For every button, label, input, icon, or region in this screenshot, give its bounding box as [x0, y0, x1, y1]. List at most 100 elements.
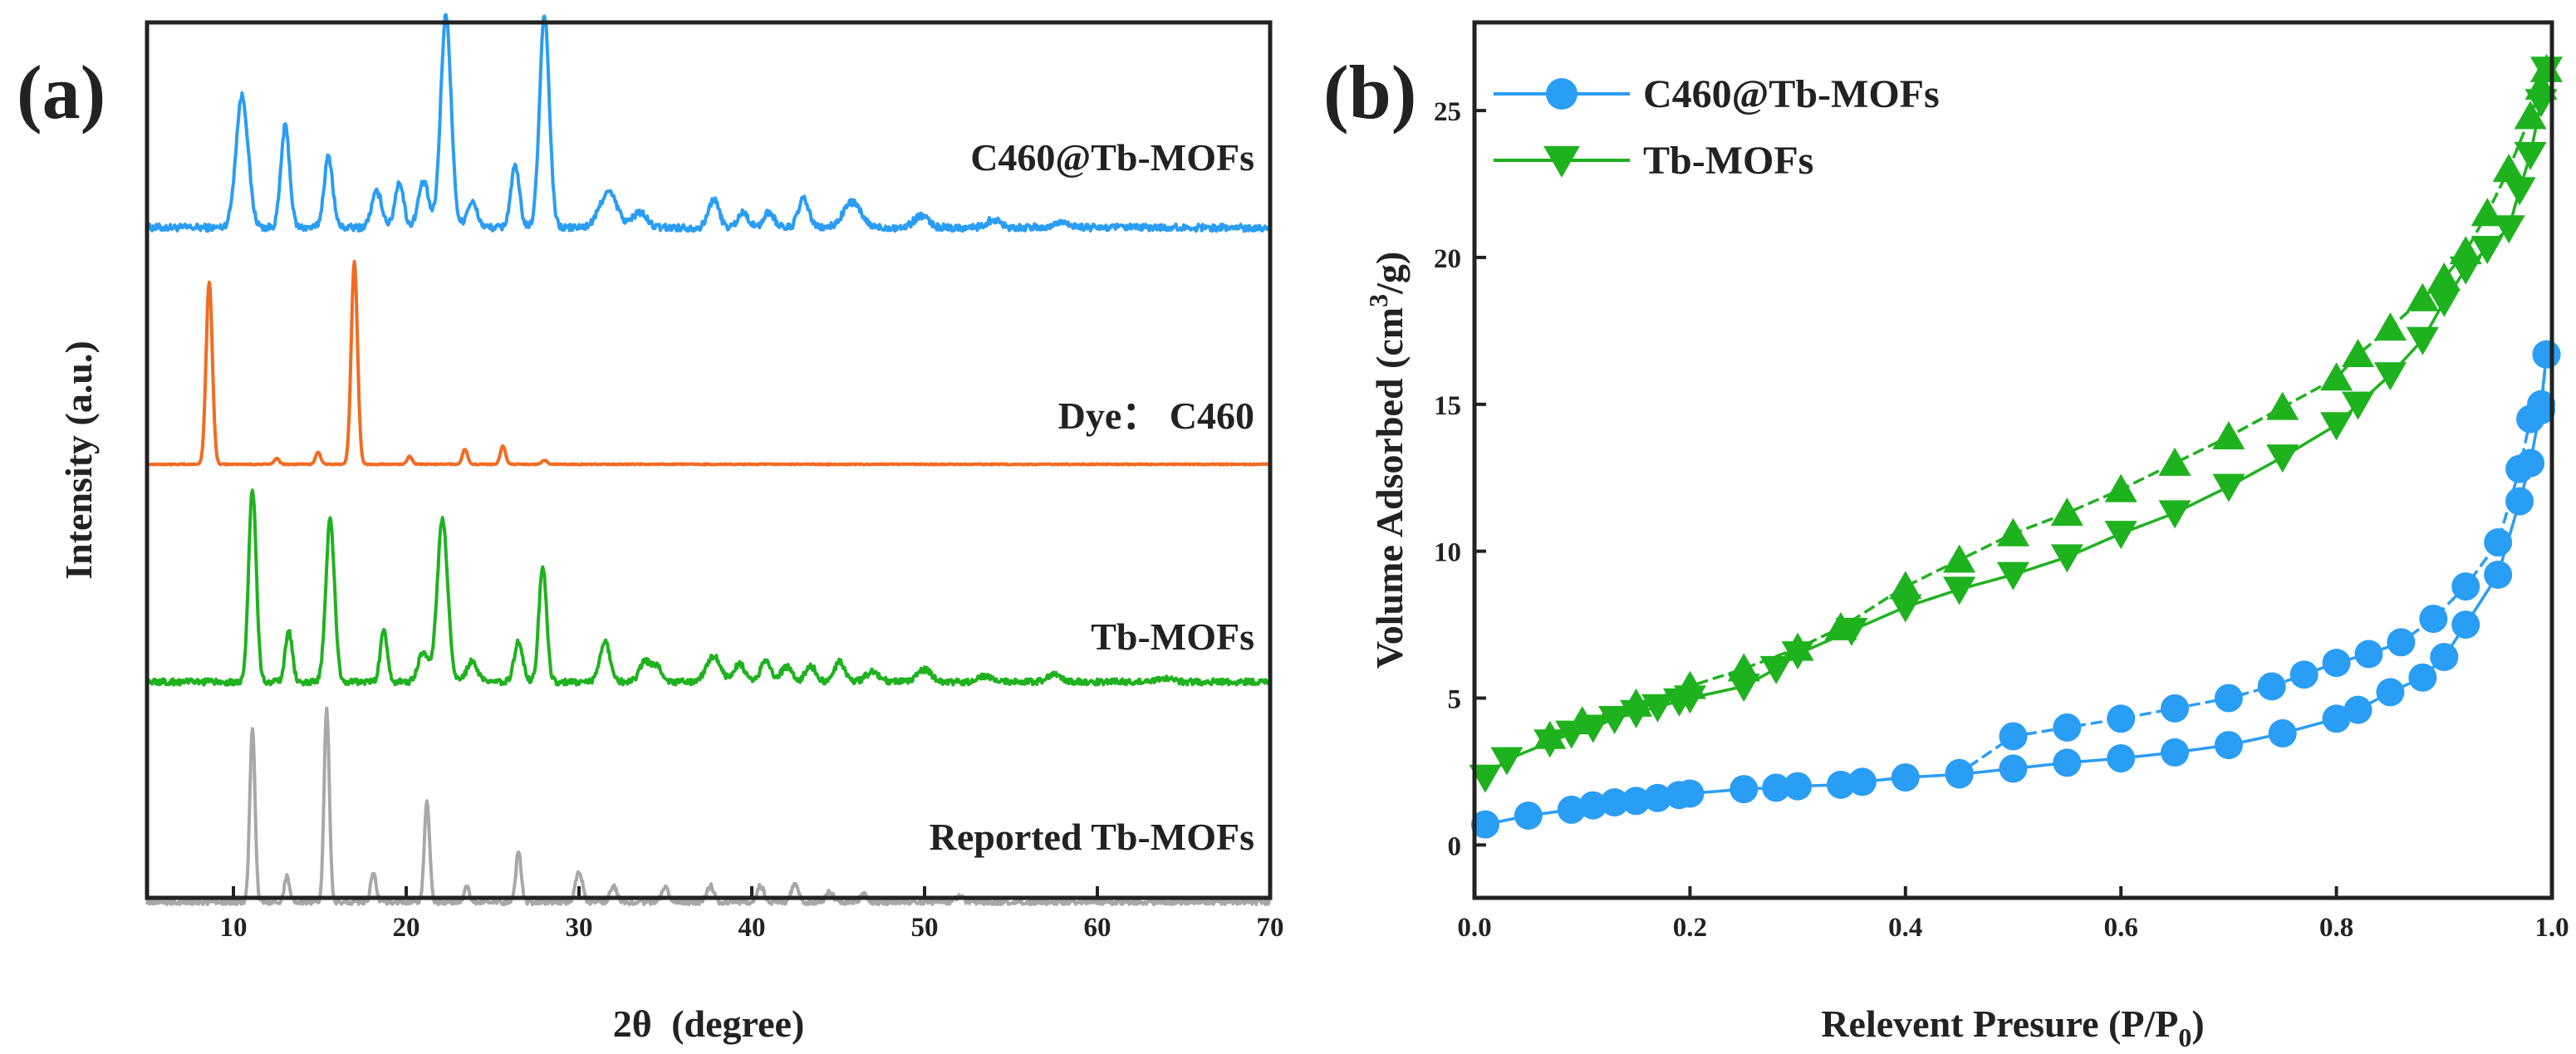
data-point-c460-tb-mofs-adsorption: [2161, 738, 2190, 767]
panel-a-xrd-chart: (a) C460@Tb-MOFs Dye： C460 Tb-MOFs Reported…: [17, 12, 1284, 1045]
data-point-tb-mofs-desorption: [2514, 100, 2547, 130]
x-tick-label: 70: [1257, 913, 1284, 943]
data-point-c460-tb-mofs-adsorption: [2107, 743, 2136, 772]
data-point-tb-mofs-adsorption: [2320, 412, 2353, 441]
panel-b-y-axis-end: /g): [1368, 252, 1411, 295]
data-point-tb-mofs-desorption: [2373, 312, 2407, 341]
panel-a-y-axis-label: Intensity (a.u.): [57, 341, 100, 580]
data-point-tb-mofs-desorption: [1824, 611, 1857, 640]
data-point-tb-mofs-adsorption: [2104, 521, 2137, 550]
panel-b-x-axis-main: Relevent Presure (P/P: [1821, 1003, 2178, 1045]
data-point-c460-tb-mofs-adsorption: [2451, 610, 2480, 640]
data-point-tb-mofs-adsorption: [2373, 362, 2407, 391]
data-point-tb-mofs-desorption: [1533, 720, 1567, 749]
x-tick-label: 1.0: [2534, 913, 2569, 943]
panel-b-plot-frame: [1472, 20, 2554, 900]
data-point-tb-mofs-desorption: [2492, 154, 2525, 183]
data-point-tb-mofs-adsorption: [1889, 594, 1922, 623]
data-point-c460-tb-mofs-adsorption: [2408, 663, 2437, 692]
data-point-c460-tb-mofs-adsorption: [1676, 779, 1705, 808]
data-point-tb-mofs-adsorption: [1759, 655, 1793, 684]
y-tick-label: 15: [1434, 391, 1461, 421]
data-point-c460-tb-mofs-adsorption: [2322, 704, 2351, 733]
legend-marker-c460-tb-mofs: [1546, 78, 1577, 110]
data-point-c460-tb-mofs-desorption: [2289, 660, 2318, 689]
data-point-c460-tb-mofs-adsorption: [1826, 770, 1855, 799]
data-point-tb-mofs-adsorption: [2266, 444, 2299, 473]
data-point-c460-tb-mofs-desorption: [2053, 713, 2082, 742]
data-point-c460-tb-mofs-adsorption: [1470, 810, 1499, 839]
data-point-tb-mofs-desorption: [2341, 338, 2375, 367]
series-label-reported-tb-mofs: Reported Tb-MOFs: [930, 816, 1254, 858]
y-tick-label: 10: [1434, 538, 1461, 568]
data-point-tb-mofs-adsorption: [2503, 177, 2536, 206]
data-point-tb-mofs-desorption: [2158, 447, 2191, 476]
panel-b-series-group: [1469, 53, 2564, 839]
panel-b-y-axis-label: Volume Adsorbed (cm3/g): [1363, 252, 1411, 669]
data-point-c460-tb-mofs-desorption: [1945, 758, 1974, 787]
legend-marker-tb-mofs: [1543, 145, 1580, 178]
data-point-tb-mofs-adsorption: [2406, 326, 2439, 355]
data-point-tb-mofs-desorption: [1727, 653, 1760, 682]
x-tick-label: 60: [1084, 913, 1111, 943]
data-point-c460-tb-mofs-adsorption: [1730, 775, 1759, 804]
data-point-tb-mofs-desorption: [2449, 236, 2482, 265]
data-point-tb-mofs-desorption: [1781, 632, 1814, 661]
data-point-tb-mofs-desorption: [1996, 517, 2030, 547]
data-point-tb-mofs-desorption: [1943, 544, 1976, 573]
series-line-dye-c460: [145, 259, 1271, 467]
data-point-c460-tb-mofs-desorption: [2354, 640, 2383, 669]
data-point-c460-tb-mofs-adsorption: [1847, 767, 1877, 797]
data-point-tb-mofs-desorption: [2212, 421, 2245, 450]
data-point-c460-tb-mofs-desorption: [2484, 528, 2513, 557]
data-point-tb-mofs-desorption: [2529, 53, 2564, 82]
data-point-c460-tb-mofs-adsorption: [2430, 642, 2459, 671]
data-point-c460-tb-mofs-adsorption: [1891, 762, 1920, 792]
x-tick-label: 0.6: [2104, 913, 2138, 943]
x-tick-label: 30: [566, 913, 593, 943]
data-point-c460-tb-mofs-desorption: [2161, 694, 2190, 723]
data-point-c460-tb-mofs-desorption: [2107, 704, 2136, 733]
data-point-c460-tb-mofs-adsorption: [1784, 772, 1813, 801]
panel-a-x-axis-unit: (degree): [671, 1003, 804, 1045]
data-point-c460-tb-mofs-desorption: [2322, 649, 2351, 678]
x-tick-label: 20: [393, 913, 420, 943]
data-point-c460-tb-mofs-adsorption: [2214, 731, 2243, 760]
data-point-c460-tb-mofs-desorption: [2516, 404, 2545, 434]
legend-label-c460-tb-mofs: C460@Tb-MOFs: [1643, 72, 1940, 116]
data-point-tb-mofs-adsorption: [1490, 747, 1524, 776]
data-point-tb-mofs-desorption: [1889, 571, 1922, 600]
y-tick-label: 25: [1434, 97, 1461, 127]
x-tick-label: 40: [738, 913, 766, 943]
data-point-tb-mofs-adsorption: [2212, 473, 2245, 502]
x-tick-label: 50: [911, 913, 939, 943]
data-point-c460-tb-mofs-adsorption: [1578, 791, 1607, 820]
data-point-tb-mofs-desorption: [2406, 282, 2439, 311]
series-label-tb-mofs: Tb-MOFs: [1091, 615, 1254, 658]
series-label-c460-tb-mofs: C460@Tb-MOFs: [970, 136, 1254, 179]
data-point-c460-tb-mofs-desorption: [2505, 454, 2534, 483]
panel-a-x-axis-main: 2θ: [613, 1003, 652, 1045]
data-point-c460-tb-mofs-desorption: [2419, 604, 2448, 633]
panel-b-x-axis-sub: 0: [2178, 1022, 2191, 1052]
data-point-c460-tb-mofs-desorption: [2451, 572, 2480, 601]
panel-a-x-ticks: 10 20 30 40 50 60 70: [220, 886, 1284, 943]
data-point-tb-mofs-desorption: [1673, 670, 1706, 699]
data-point-c460-tb-mofs-adsorption: [2505, 487, 2534, 516]
panel-b-y-axis-sup: 3: [1363, 294, 1393, 307]
data-point-c460-tb-mofs-desorption: [2532, 340, 2561, 369]
data-point-c460-tb-mofs-adsorption: [2053, 748, 2082, 777]
data-point-c460-tb-mofs-adsorption: [2268, 718, 2297, 748]
series-line-c460-tb-mofs: [145, 12, 1272, 233]
data-point-tb-mofs-adsorption: [2050, 544, 2083, 573]
y-tick-label: 5: [1448, 684, 1462, 714]
legend-label-tb-mofs: Tb-MOFs: [1643, 139, 1813, 183]
data-point-c460-tb-mofs-adsorption: [1557, 795, 1586, 824]
data-point-c460-tb-mofs-adsorption: [1643, 783, 1672, 812]
series-line-tb-mofs: [145, 488, 1272, 687]
panel-b-legend: C460@Tb-MOFs Tb-MOFs: [1494, 72, 1940, 183]
x-tick-label: 0.2: [1673, 913, 1707, 943]
data-point-tb-mofs-adsorption: [2471, 236, 2504, 265]
data-point-c460-tb-mofs-desorption: [2257, 672, 2286, 701]
series-line-tb-mofs-desorption: [1549, 69, 2549, 738]
